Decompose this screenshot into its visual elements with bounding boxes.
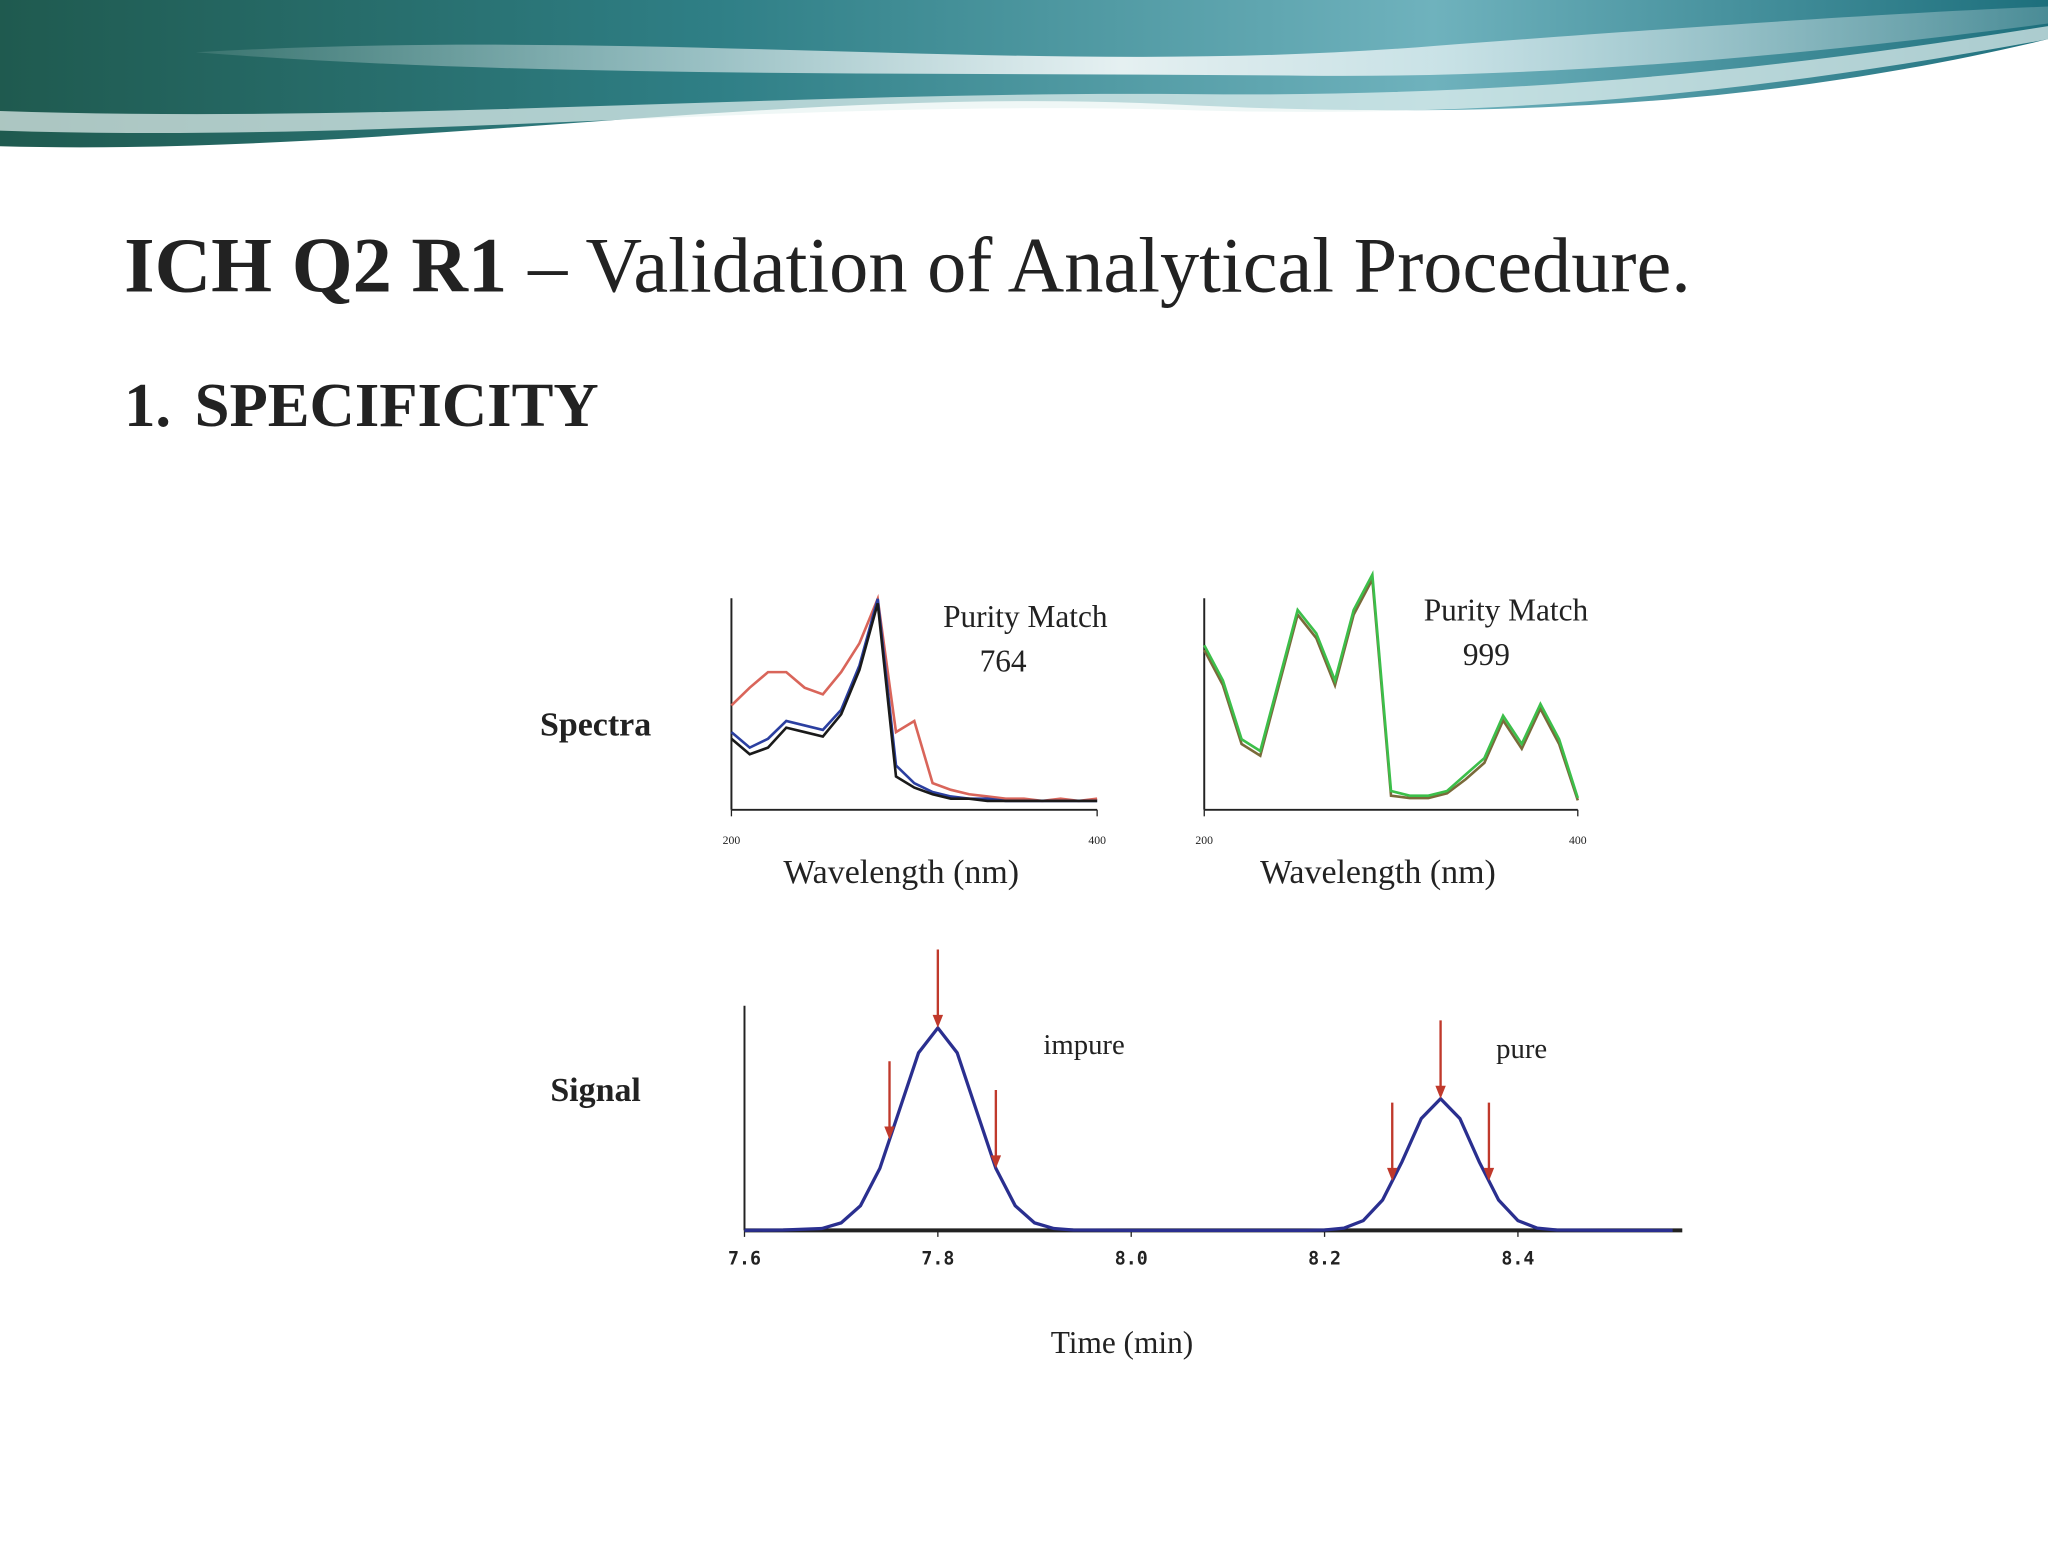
marker-arrow xyxy=(1483,1102,1495,1181)
annotation: pure xyxy=(1496,1033,1547,1065)
marker-arrow xyxy=(884,1061,895,1140)
arrow-part xyxy=(1435,1085,1446,1099)
x-tick-label: 200 xyxy=(723,834,741,847)
marker-arrow xyxy=(1387,1102,1398,1181)
x-axis-label: Wavelength (nm) xyxy=(783,854,1019,891)
arrow-part xyxy=(990,1155,1002,1169)
arrow-part xyxy=(1387,1167,1398,1181)
x-tick-label: 400 xyxy=(1088,834,1106,847)
arrow-part xyxy=(884,1126,895,1140)
arrow-part xyxy=(1483,1167,1495,1181)
section-number: 1. xyxy=(124,370,171,440)
row-label: Signal xyxy=(550,1072,641,1109)
data-line xyxy=(730,602,1098,803)
annotation: Purity Match xyxy=(943,599,1108,634)
purity-value: 764 xyxy=(980,643,1027,678)
annotation: Purity Match xyxy=(1424,592,1589,627)
title-bold: ICH Q2 R1 xyxy=(124,221,507,308)
x-axis-label: Time (min) xyxy=(1051,1325,1193,1360)
title-rest: – Validation of Analytical Procedure. xyxy=(527,221,1691,308)
x-tick-label: 7.8 xyxy=(921,1248,954,1269)
purity-value: 999 xyxy=(1463,637,1510,672)
section-heading: 1. SPECIFICITY xyxy=(124,370,599,440)
x-axis-label: Wavelength (nm) xyxy=(1260,854,1496,891)
marker-arrow xyxy=(932,949,944,1028)
x-tick-label: 400 xyxy=(1569,834,1587,847)
x-tick-label: 7.6 xyxy=(728,1248,761,1269)
row-label: Spectra xyxy=(540,706,651,743)
marker-arrow xyxy=(990,1090,1002,1169)
x-tick-label: 8.2 xyxy=(1308,1248,1341,1269)
x-tick-label: 200 xyxy=(1195,834,1213,847)
section-title: SPECIFICITY xyxy=(195,370,599,440)
annotation: impure xyxy=(1043,1029,1124,1061)
x-tick-label: 8.0 xyxy=(1115,1248,1148,1269)
header-banner xyxy=(0,0,2048,148)
slide-title: ICH Q2 R1– Validation of Analytical Proc… xyxy=(124,221,1691,308)
x-tick-label: 8.4 xyxy=(1501,1248,1534,1269)
arrow-part xyxy=(932,1014,944,1028)
marker-arrow xyxy=(1435,1020,1446,1099)
data-line xyxy=(1203,570,1580,799)
